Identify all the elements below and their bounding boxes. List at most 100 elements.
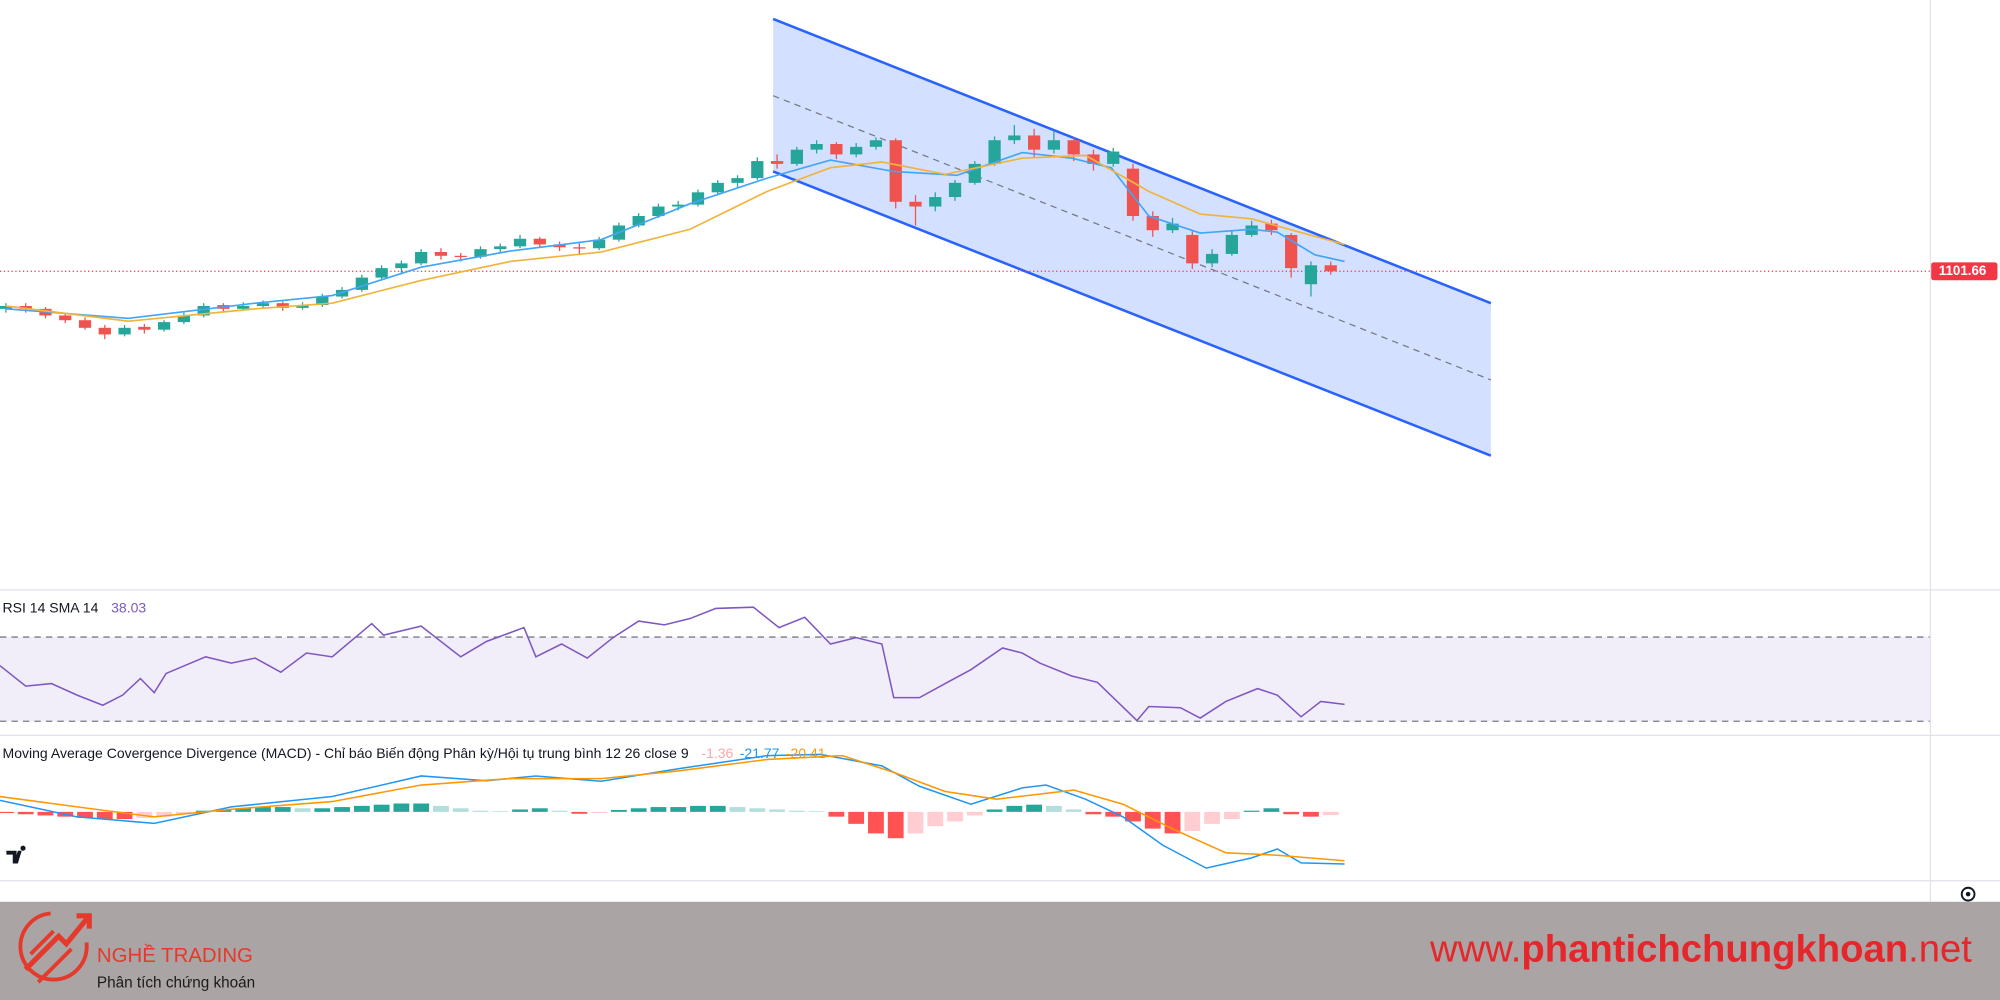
settings-icon-center: [1965, 891, 1971, 897]
candle-body: [1324, 265, 1337, 272]
candle-body: [59, 315, 72, 321]
macd-histogram-bar: [1243, 810, 1260, 812]
candle-body: [1225, 234, 1238, 254]
candle-body: [157, 322, 171, 330]
macd-histogram-bar: [650, 807, 667, 812]
candle-body: [790, 149, 803, 164]
macd-histogram-bar: [907, 811, 924, 834]
candle-body: [513, 238, 527, 247]
logo-arrow: [29, 929, 73, 984]
macd-histogram-bar: [1105, 811, 1122, 817]
candle-body: [256, 303, 270, 307]
macd-title: Moving Average Covergence Divergence (MA…: [3, 745, 689, 761]
macd-readout: -1.36: [701, 745, 733, 761]
moving-average: [5, 151, 1345, 320]
macd-line: [0, 753, 1345, 869]
url-suffix: .net: [1908, 928, 1972, 971]
candle-body: [98, 327, 111, 335]
candle-body: [1008, 135, 1021, 141]
candle-body: [276, 303, 289, 308]
candle-body: [237, 306, 250, 309]
last-price-label: 1101.66: [1939, 263, 1987, 278]
macd-histogram-bar: [1164, 811, 1181, 834]
macd-histogram-bar: [1283, 811, 1300, 815]
macd-histogram-bar: [175, 811, 192, 815]
macd-histogram-bar: [373, 804, 390, 812]
channel-fill: [773, 18, 1491, 456]
macd-histogram-bar: [868, 811, 884, 834]
macd-readout: -21.77: [740, 745, 780, 761]
tradingview-logo: [6, 845, 26, 864]
candle-body: [909, 201, 922, 207]
macd-histogram-bar: [235, 808, 252, 812]
macd-histogram-bar: [1144, 811, 1161, 829]
macd-histogram-bar: [1006, 805, 1023, 812]
macd-histogram-bar: [314, 808, 331, 812]
candle-body: [731, 178, 744, 183]
candle-body: [592, 239, 606, 249]
marks-layer: [0, 125, 1345, 869]
candle-body: [1265, 223, 1278, 231]
macd-histogram-bar: [1263, 808, 1280, 812]
settings-icon[interactable]: [1960, 886, 1976, 902]
macd-histogram-bar: [492, 811, 509, 812]
rsi-band: [0, 637, 1930, 722]
macd-histogram-bar: [17, 811, 34, 815]
macd-histogram-bar: [1322, 811, 1339, 816]
macd-histogram-bar: [255, 807, 271, 812]
candle-body: [869, 140, 883, 147]
candle-body: [1047, 140, 1061, 150]
candle-body: [1166, 223, 1179, 231]
candle-body: [632, 216, 645, 226]
last-price-badge: [1931, 262, 1998, 281]
macd-histogram-bar: [1085, 811, 1102, 815]
candle-body: [573, 247, 586, 249]
macd-histogram-bar: [788, 810, 805, 812]
macd-histogram-bar: [927, 811, 944, 827]
macd-histogram-bar: [709, 805, 726, 812]
rsi-line: [0, 606, 1345, 722]
settings-button[interactable]: [1960, 886, 1976, 902]
macd-readout: -20.41: [786, 745, 826, 761]
candle-body: [19, 306, 32, 309]
macd-histogram-bar: [848, 811, 865, 824]
candle-body: [375, 268, 388, 278]
macd-histogram-bar: [591, 811, 608, 814]
candle-body: [810, 144, 823, 150]
macd-histogram-bar: [828, 811, 845, 817]
rsi-title: RSI 14 SMA 14: [3, 599, 99, 615]
channel-lower: [772, 170, 1492, 457]
candle-body: [1107, 151, 1120, 164]
signal-line: [0, 754, 1345, 862]
candle-body: [988, 140, 1001, 164]
candle-body: [1146, 216, 1159, 231]
macd-histogram-bar: [353, 805, 370, 812]
logo-shape: [6, 845, 26, 864]
footer-banner: [0, 901, 2000, 1000]
brand-tagline: Phân tích chứng khoán: [97, 974, 255, 991]
candle-body: [197, 306, 210, 316]
macd-histogram-bar: [551, 810, 568, 812]
macd-histogram-bar: [1125, 811, 1141, 822]
macd-histogram-bar: [769, 809, 785, 812]
candle-body: [1126, 168, 1140, 217]
macd-histogram-bar: [729, 807, 746, 812]
macd-histogram-bar: [156, 811, 173, 817]
candle-body: [850, 146, 863, 155]
candle-body: [1205, 253, 1219, 264]
macd-histogram-bar: [966, 811, 983, 816]
candle-body: [533, 238, 546, 245]
candle-body: [751, 161, 764, 179]
macd-histogram-bar: [808, 811, 825, 812]
macd-histogram-bar: [116, 811, 133, 820]
candle-body: [494, 246, 507, 250]
rsi-legend: RSI 14 SMA 14 38.03: [3, 599, 147, 615]
candle-body: [652, 206, 665, 217]
macd-histogram-bar: [1204, 811, 1220, 824]
candle-body: [1186, 234, 1199, 264]
candle-body: [553, 244, 566, 248]
website-url[interactable]: www.phantichchungkhoan.net: [1429, 928, 1972, 971]
candle-body: [1067, 140, 1080, 155]
axis-layer: 1101.66: [1931, 262, 1998, 281]
